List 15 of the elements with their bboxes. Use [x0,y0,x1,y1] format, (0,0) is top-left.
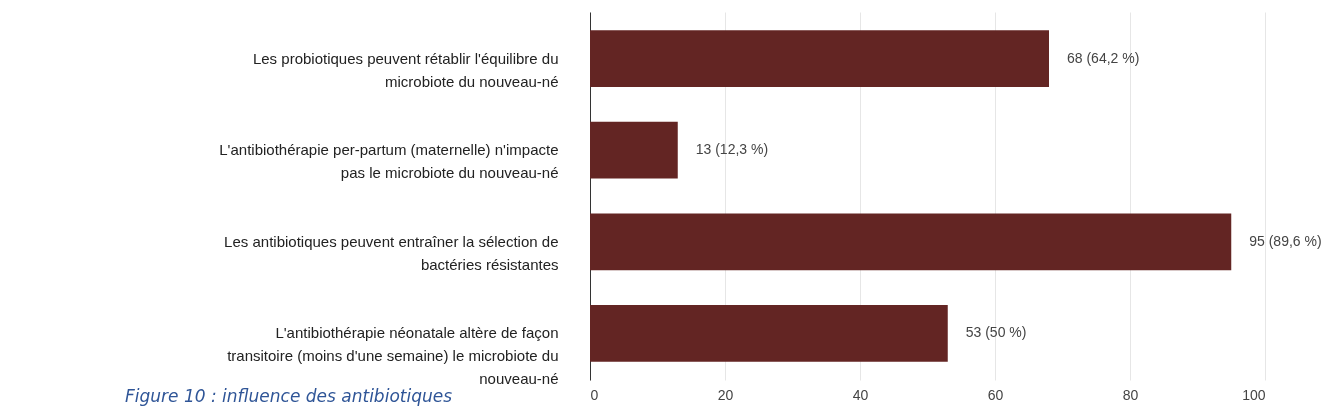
y-tick-label: Les probiotiques peuvent rétablir l'équilibre du microbiote du nouveau-né [252,49,559,90]
data-label: 95 (89,6 %) [1249,232,1322,249]
x-tick-label: 80 [1122,386,1139,403]
y-tick-label: L'antibiothérapie néonatale altère de façon transitoire (moins d'une semaine) le microbiote du nouveau-né [227,324,559,388]
x-tick-label: 100 [1242,386,1266,403]
x-tick-label: 40 [852,386,869,403]
x-tick-label: 20 [717,386,734,403]
data-label: 53 (50 %) [965,324,1027,341]
y-tick-label: L'antibiothérapie per-partum (maternelle) n'impacte pas le microbiote du nouveau-né [219,141,559,182]
y-tick-label: Les antibiotiques peuvent entraîner la sélection de bactéries résistantes [224,232,559,273]
data-label: 68 (64,2 %) [1067,49,1140,66]
x-tick-label: 60 [987,386,1004,403]
data-label: 13 (12,3 %) [695,141,769,158]
caption: Figure 10 : influence des antibiotiques [125,386,453,406]
x-tick-label: 0 [590,386,599,403]
